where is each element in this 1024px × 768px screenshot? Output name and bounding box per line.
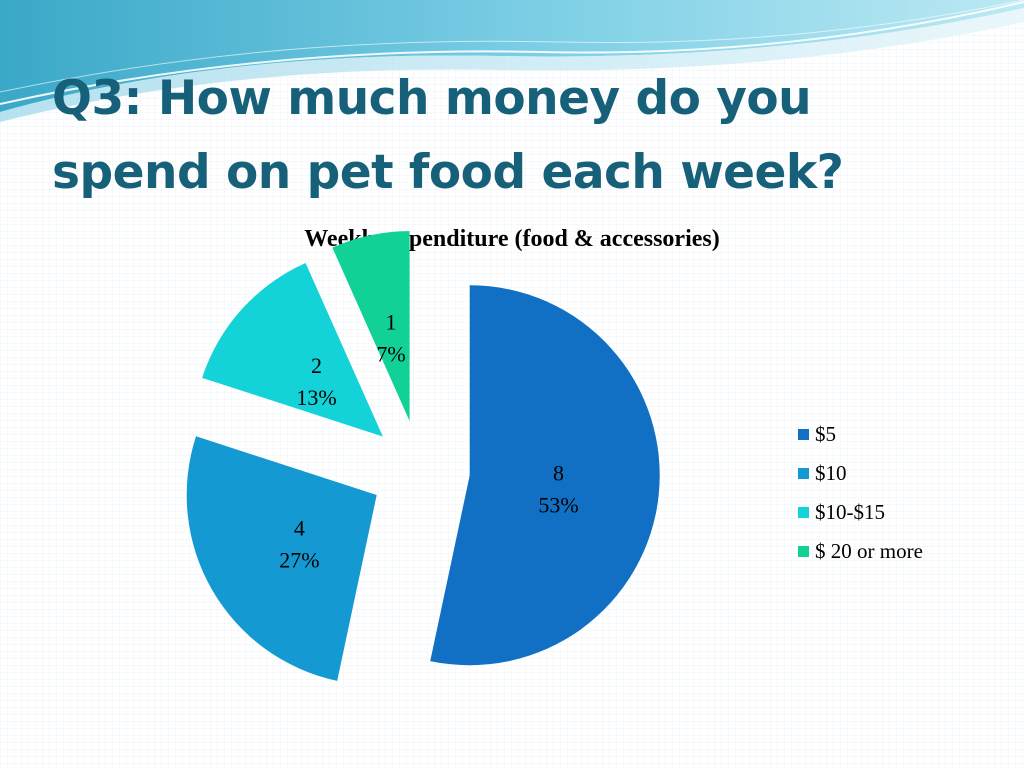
slide-title-line-2: spend on pet food each week?	[52, 145, 844, 200]
header-wave-decoration	[0, 0, 1024, 122]
slide-title: Q3: How much money do you spend on pet f…	[52, 62, 992, 210]
legend-swatch-10	[798, 468, 809, 479]
slice-percent-label-10-15: 13%	[296, 385, 336, 410]
legend-label-5: $5	[815, 422, 836, 446]
slice-percent-label-5: 53%	[538, 493, 578, 518]
pie-slice-10-15	[202, 262, 383, 437]
slice-percent-label-10: 27%	[279, 548, 319, 573]
legend-item-20-or-more: $ 20 or more	[798, 532, 923, 571]
pie-slice-20-or-more	[332, 231, 410, 422]
legend-label-10-15: $10-$15	[815, 500, 885, 524]
slice-value-label-20-or-more: 1	[386, 310, 397, 335]
legend-item-10: $10	[798, 454, 923, 493]
legend-label-10: $10	[815, 461, 847, 485]
legend-swatch-5	[798, 429, 809, 440]
legend-label-20-or-more: $ 20 or more	[815, 539, 923, 563]
legend-swatch-20-or-more	[798, 546, 809, 557]
legend-swatch-10-15	[798, 507, 809, 518]
chart-legend: $5 $10 $10-$15 $ 20 or more	[798, 415, 923, 571]
slice-value-label-10-15: 2	[311, 353, 322, 378]
pie-slice-5	[430, 285, 660, 666]
slice-percent-label-20-or-more: 7%	[376, 342, 405, 367]
pie-slice-10	[186, 436, 377, 681]
legend-item-5: $5	[798, 415, 923, 454]
slide-title-line-1: Q3: How much money do you	[52, 71, 812, 126]
legend-item-10-15: $10-$15	[798, 493, 923, 532]
slice-value-label-10: 4	[294, 516, 305, 541]
slice-value-label-5: 8	[553, 461, 564, 486]
